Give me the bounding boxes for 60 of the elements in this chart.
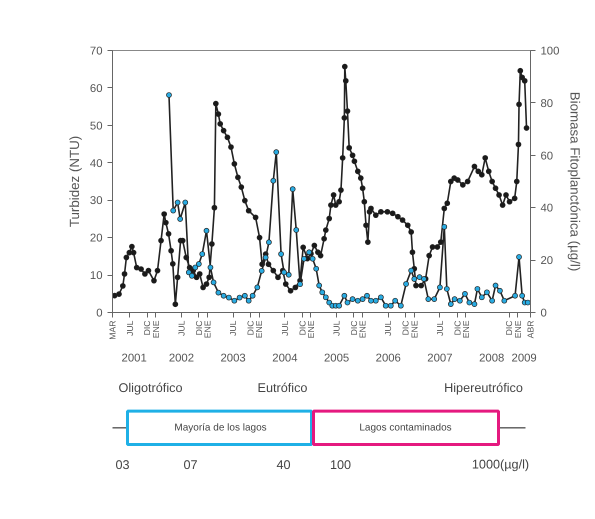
x-tick-label: DIC [452,320,462,336]
y2-tick-label: 100 [540,46,560,58]
text: 40 [276,458,291,472]
text: Hipereutrófico [444,380,523,395]
x-tick-label: JUL [228,320,238,336]
x-tick-label: ENE [409,320,420,338]
x-tick-label: JUL [434,320,445,336]
text: Lagos contaminados [359,422,452,434]
x-tick-label: MAR [108,320,118,340]
x-tick-label: ENE [254,320,264,338]
y2-tick-label: 0 [540,308,547,320]
y-tick-label: 70 [90,46,103,58]
x-tick-label: ENE [460,320,471,338]
x2-tick-label: 2003 [220,352,246,364]
x-tick-label: ENE [512,320,523,338]
x-tick-label: DIC [348,320,359,336]
x2-tick-label: 2006 [376,352,401,364]
y2-tick-label: 80 [540,98,554,110]
y-tick-label: 10 [90,270,103,282]
y-tick-label: 20 [90,232,103,245]
text: Oligotrófico [118,380,183,395]
x-tick-label: ENE [358,320,368,338]
x-tick-label: DIC [142,320,152,336]
x2-tick-label: 2001 [122,352,147,364]
y2-tick-label: 40 [540,202,554,215]
x-tick-label: JUL [280,320,290,336]
x2-tick-label: 2005 [324,352,350,364]
x2-tick-label: 2008 [479,352,504,364]
x-tick-label: DIC [504,320,514,336]
y-tick-label: 50 [90,120,103,132]
y-tick-label: 40 [90,158,103,170]
x-tick-label: DIC [400,320,411,336]
text: 07 [183,458,198,472]
x-tick-label: ENE [306,320,316,338]
x-tick-label: JUL [332,320,342,336]
x2-tick-label: 2009 [512,352,537,364]
x2-tick-label: 2002 [168,352,194,364]
x2-tick-label: 2004 [272,352,298,364]
text: Eutrófico [258,380,308,395]
x2-tick-label: 2007 [427,352,453,364]
text: 100 [330,458,352,472]
x-tick-label: ENE [202,320,212,338]
y-tick-label: 0 [96,308,103,320]
text: 1000(µg/l) [472,458,530,472]
x-tick-label: ABR [526,320,536,338]
y2-tick-label: 20 [540,255,554,268]
x-tick-label: JUL [124,320,135,336]
y2-tick-label: 60 [540,150,554,162]
y-tick-label: 30 [90,195,103,208]
x-tick-label: DIC [194,320,204,336]
y-axis-title: Turbidez (NTU) [66,136,82,228]
y2-axis-title: Biomasa Fitoplanctónica (µg/l) [567,92,582,272]
text: Mayoría de los lagos [174,422,267,434]
text: 03 [115,458,130,472]
x-tick-label: ENE [150,320,161,338]
x-tick-label: DIC [297,320,308,336]
x-tick-label: DIC [246,320,256,336]
y-tick-label: 60 [90,82,103,95]
x-tick-label: JUL [176,320,186,336]
x-tick-label: JUL [383,320,394,336]
